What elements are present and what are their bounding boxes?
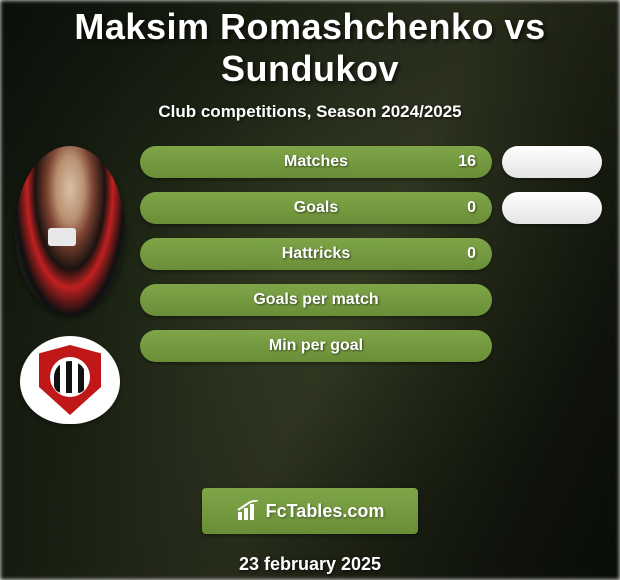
stat-label: Hattricks [282, 245, 350, 263]
club-badge [20, 336, 120, 424]
stat-left-pill: Goals per match [140, 284, 492, 316]
stat-row-matches: Matches 16 [140, 146, 602, 178]
subtitle: Club competitions, Season 2024/2025 [0, 102, 620, 122]
player-photo [15, 146, 125, 316]
stat-label: Goals per match [253, 291, 378, 309]
stat-row-min-per-goal: Min per goal [140, 330, 602, 362]
stat-row-goals-per-match: Goals per match [140, 284, 602, 316]
stat-right-pill [502, 146, 602, 178]
stat-row-goals: Goals 0 [140, 192, 602, 224]
stat-label: Min per goal [269, 337, 363, 355]
stat-label: Matches [284, 153, 348, 171]
stat-left-pill: Matches 16 [140, 146, 492, 178]
stat-row-hattricks: Hattricks 0 [140, 238, 602, 270]
shield-icon [39, 345, 101, 415]
stat-label: Goals [294, 199, 338, 217]
stat-value: 0 [467, 199, 476, 217]
stat-value: 0 [467, 245, 476, 263]
branding-badge: FcTables.com [202, 488, 418, 534]
stat-left-pill: Hattricks 0 [140, 238, 492, 270]
stat-value: 16 [458, 153, 476, 171]
date-label: 23 february 2025 [0, 554, 620, 575]
chart-icon [236, 500, 260, 522]
branding-text: FcTables.com [266, 501, 385, 522]
player-column [10, 146, 130, 424]
comparison-card: Maksim Romashchenko vs Sundukov Club com… [0, 0, 620, 580]
stat-right-pill [502, 192, 602, 224]
stat-left-pill: Goals 0 [140, 192, 492, 224]
page-title: Maksim Romashchenko vs Sundukov [0, 6, 620, 90]
stats-column: Matches 16 Goals 0 Hattricks 0 [130, 146, 610, 362]
stat-left-pill: Min per goal [140, 330, 492, 362]
main-row: Matches 16 Goals 0 Hattricks 0 [0, 146, 620, 424]
